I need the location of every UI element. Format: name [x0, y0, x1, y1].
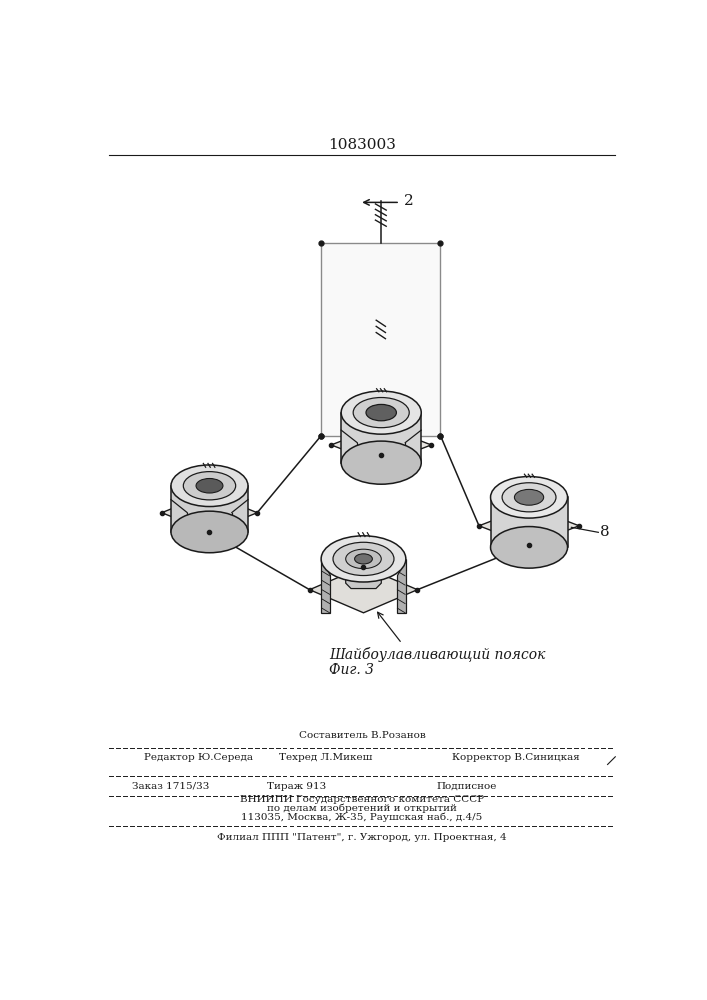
Ellipse shape: [196, 478, 223, 493]
Ellipse shape: [491, 477, 568, 518]
Text: Редактор Ю.Середа: Редактор Ю.Середа: [144, 753, 253, 762]
Polygon shape: [310, 567, 417, 613]
Ellipse shape: [354, 398, 409, 428]
Text: Техред Л.Микеш: Техред Л.Микеш: [279, 753, 372, 762]
Ellipse shape: [341, 391, 421, 434]
Text: Заказ 1715/33: Заказ 1715/33: [132, 782, 210, 791]
Ellipse shape: [171, 511, 248, 553]
Text: ВНИИПИ Государственного комитета СССР: ВНИИПИ Государственного комитета СССР: [240, 795, 484, 804]
Polygon shape: [321, 243, 440, 436]
Text: 113035, Москва, Ж-35, Раушская наб., д.4/5: 113035, Москва, Ж-35, Раушская наб., д.4…: [241, 813, 483, 822]
Text: Шайбоулавливающий поясок: Шайбоулавливающий поясок: [329, 647, 545, 662]
Polygon shape: [479, 507, 579, 545]
Ellipse shape: [502, 483, 556, 512]
Polygon shape: [321, 559, 330, 613]
Text: Составитель В.Розанов: Составитель В.Розанов: [298, 732, 426, 740]
Text: Фиг. 3: Фиг. 3: [329, 663, 374, 677]
Text: 8: 8: [600, 525, 609, 539]
Ellipse shape: [333, 542, 394, 576]
Text: Подписное: Подписное: [437, 782, 497, 791]
Text: Корректор В.Синицкая: Корректор В.Синицкая: [452, 753, 580, 762]
Polygon shape: [491, 497, 568, 547]
Polygon shape: [162, 493, 257, 532]
Polygon shape: [171, 486, 248, 532]
Ellipse shape: [321, 536, 406, 582]
Polygon shape: [397, 559, 406, 613]
Polygon shape: [331, 426, 431, 464]
Text: 1083003: 1083003: [328, 138, 396, 152]
Ellipse shape: [491, 527, 568, 568]
Polygon shape: [341, 413, 421, 463]
Ellipse shape: [171, 465, 248, 507]
Ellipse shape: [341, 441, 421, 484]
Ellipse shape: [355, 554, 373, 564]
Ellipse shape: [515, 489, 544, 505]
Ellipse shape: [183, 472, 235, 500]
Text: по делам изобретений и открытий: по делам изобретений и открытий: [267, 804, 457, 813]
Ellipse shape: [366, 404, 397, 421]
Polygon shape: [346, 559, 381, 589]
Text: Филиал ППП "Патент", г. Ужгород, ул. Проектная, 4: Филиал ППП "Патент", г. Ужгород, ул. Про…: [217, 833, 507, 842]
Ellipse shape: [346, 549, 381, 569]
Text: 2: 2: [404, 194, 414, 208]
Text: Тираж 913: Тираж 913: [267, 782, 327, 791]
